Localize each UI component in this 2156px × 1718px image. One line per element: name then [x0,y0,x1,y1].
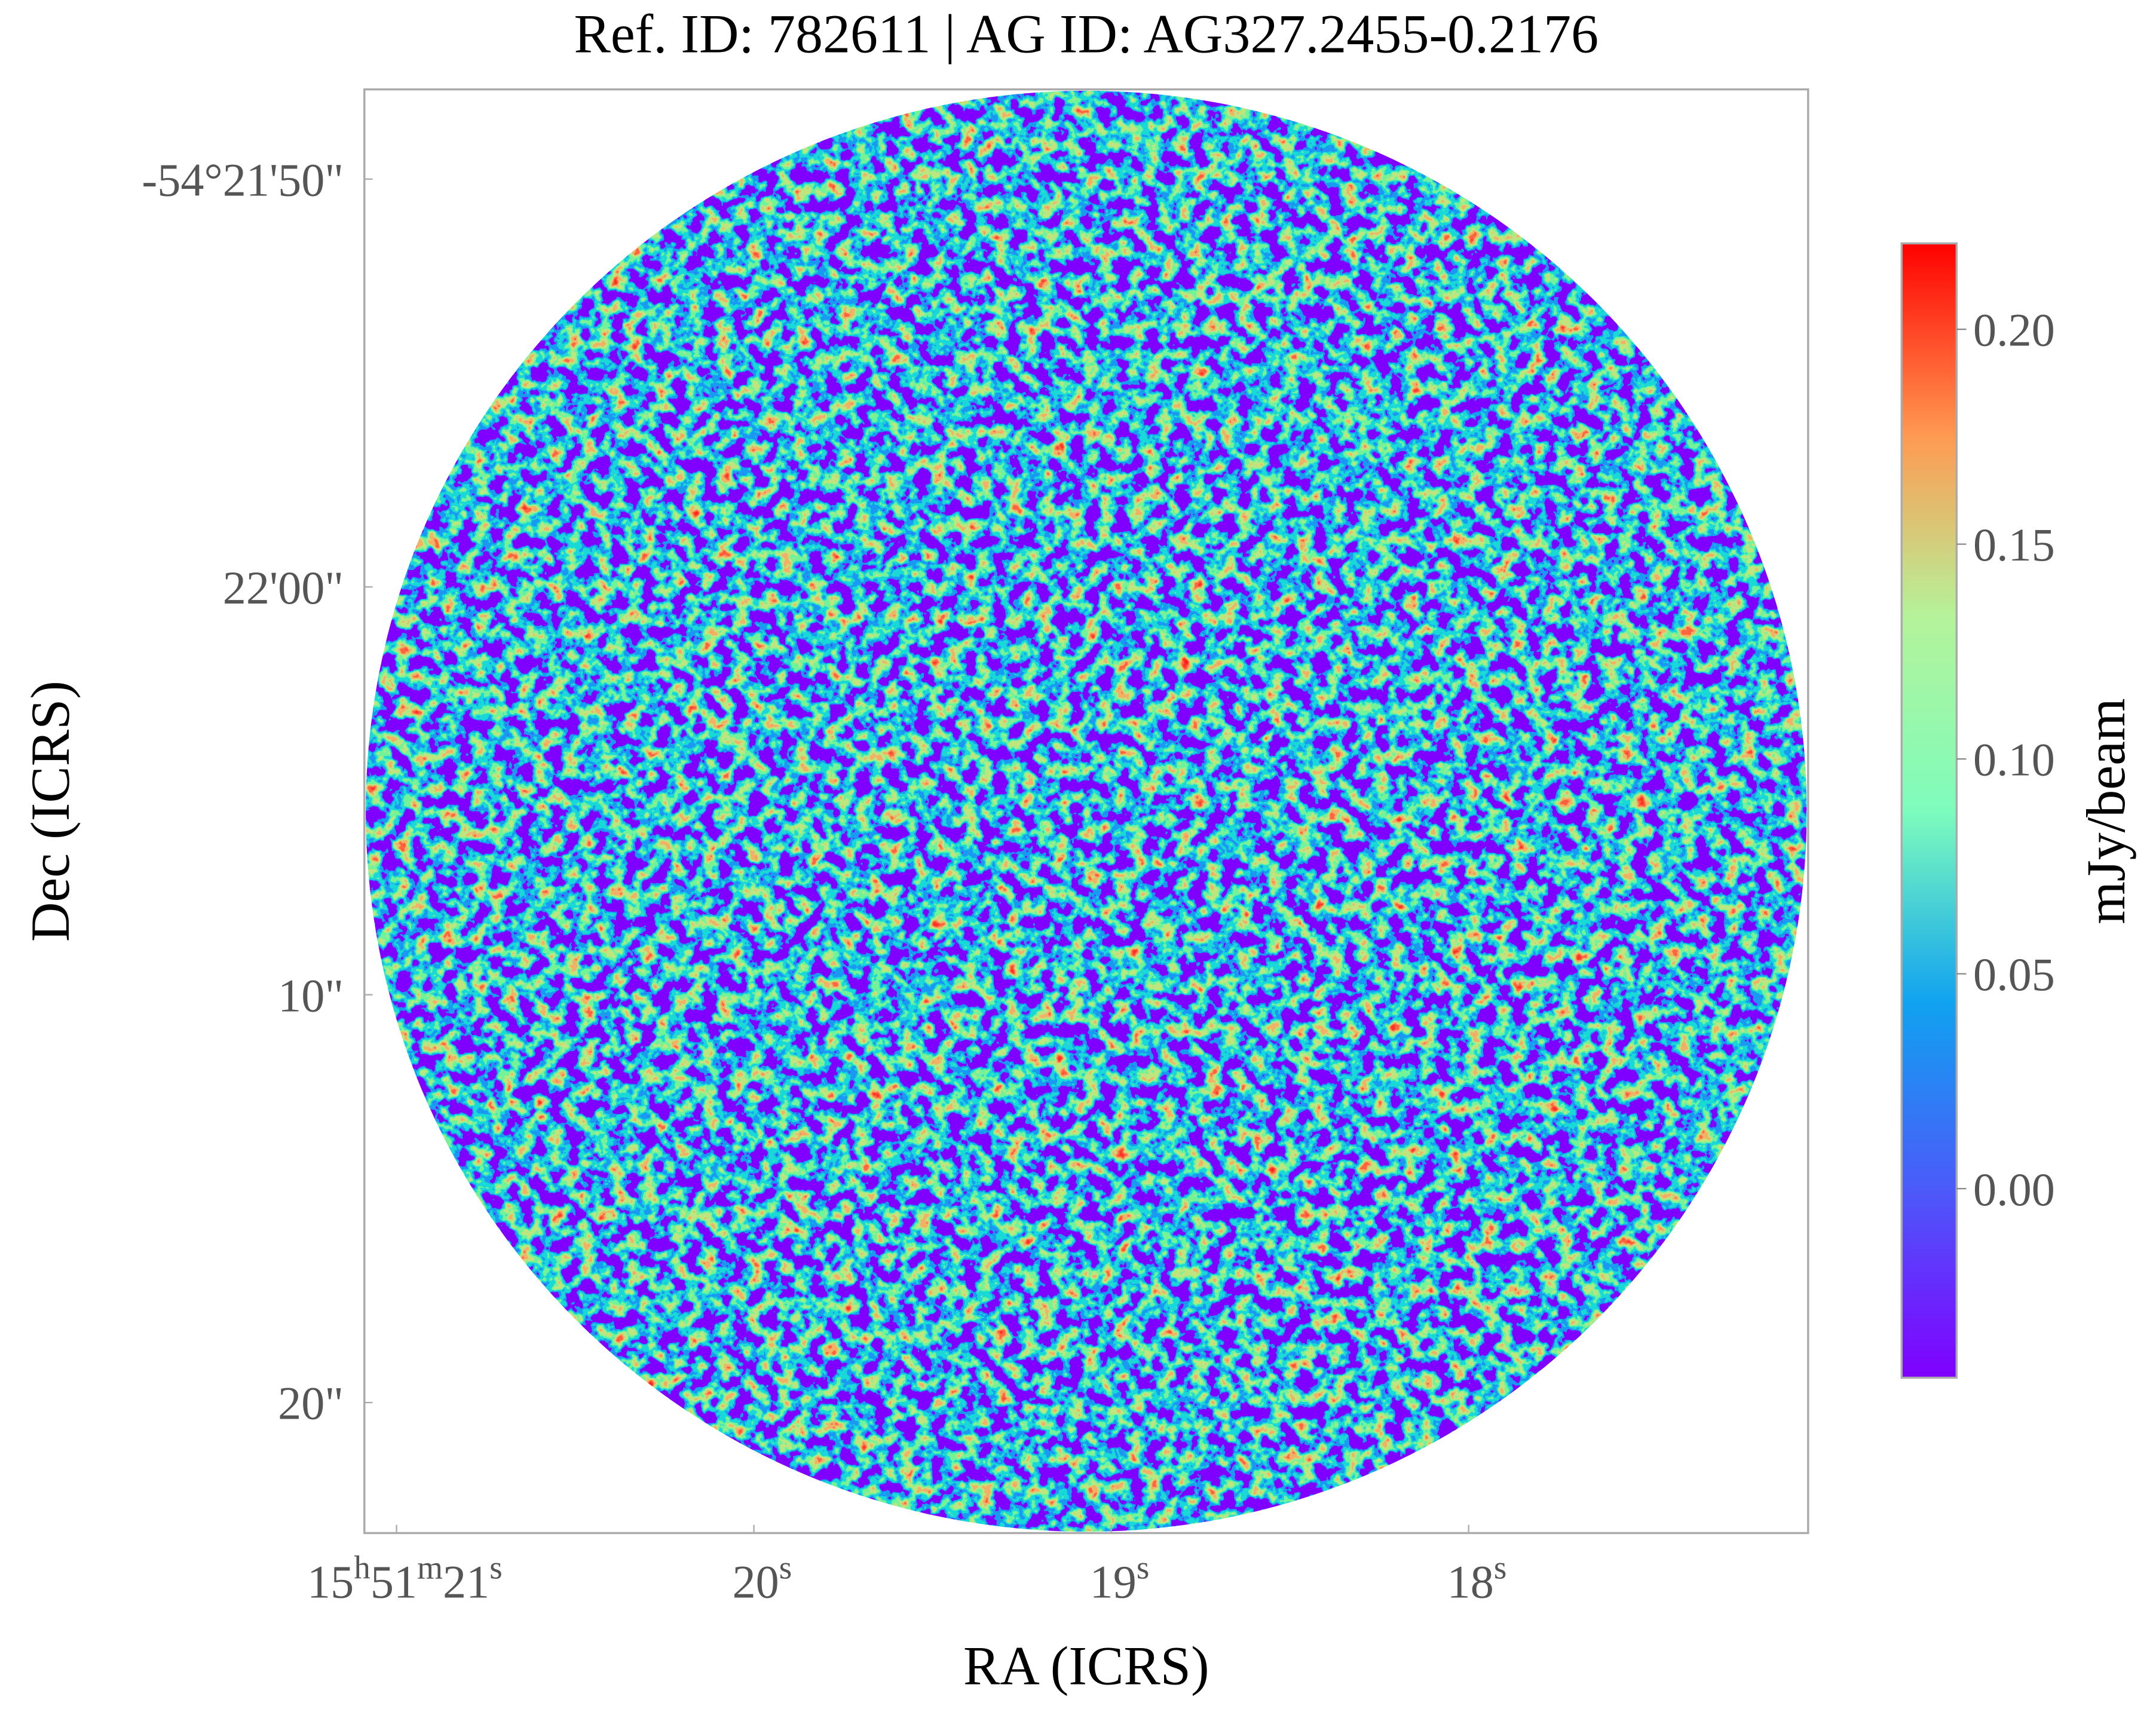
colorbar-label: mJy/beam [2075,698,2136,924]
x-tick-label: 15h51m21s [307,1549,503,1607]
y-tick-label: -54°21'50" [142,154,344,206]
y-tick-label: 10" [278,969,344,1021]
colorbar-tick-label: 0.00 [1973,1163,2055,1215]
x-tick-label: 19s [1090,1549,1150,1607]
y-axis-label: Dec (ICRS) [20,681,81,942]
colorbar-tick-label: 0.15 [1973,519,2055,571]
colorbar-tick-label: 0.20 [1973,304,2055,356]
y-tick-label: 20" [278,1377,344,1429]
y-tick-label: 22'00" [223,562,344,614]
x-tick-label: 20s [733,1549,792,1607]
chart-title: Ref. ID: 782611 | AG ID: AG327.2455-0.21… [574,3,1598,64]
x-tick-label: 18s [1447,1549,1507,1607]
x-axis-label: RA (ICRS) [963,1636,1209,1696]
colorbar-tick-label: 0.10 [1973,734,2055,786]
sky-image [366,90,1807,1532]
colorbar [1900,242,1958,1379]
colorbar-tick-label: 0.05 [1973,948,2055,1000]
